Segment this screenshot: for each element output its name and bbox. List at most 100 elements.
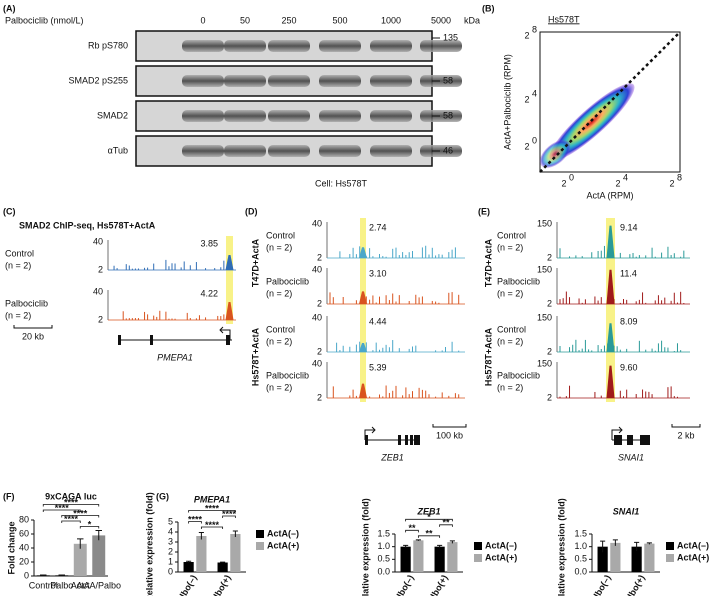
panel-label: (D): [245, 206, 258, 216]
significance-label: ****: [205, 503, 220, 513]
y-tick-label: 0.5: [377, 554, 390, 564]
y-tick-label: 0.5: [574, 554, 587, 564]
significance-label: *: [88, 519, 92, 529]
bar: [217, 562, 228, 572]
gene-exon: [226, 335, 230, 345]
significance-label: *: [427, 512, 431, 522]
panel-label: (G): [156, 491, 169, 501]
chart-title: PMEPA1: [194, 494, 230, 504]
scale-label: 2 kb: [677, 430, 694, 440]
highlight-band: [606, 218, 615, 402]
track-n: (n = 2): [497, 288, 523, 298]
bar: [610, 542, 621, 572]
blot-band: [224, 145, 266, 157]
track-name: Palbociclib: [266, 276, 309, 286]
gene-exon: [398, 435, 401, 445]
panel-title: Hs578T: [548, 14, 580, 24]
panel-title: SMAD2 ChIP-seq, Hs578T+ActA: [19, 220, 156, 230]
bar: [434, 546, 445, 572]
significance-bracket: [439, 524, 453, 527]
highlight-band: [226, 236, 233, 324]
track-n: (n = 2): [266, 288, 292, 298]
track-ymax: 40: [93, 286, 103, 296]
highlight-band: [360, 218, 366, 402]
y-axis-label: ActA+Palbociclib (RPM): [502, 54, 512, 150]
error-bar: [612, 539, 618, 546]
tss-arrow: [364, 426, 376, 440]
error-bar: [77, 538, 84, 549]
density-cloud: [539, 140, 571, 168]
track-peak: [359, 343, 367, 352]
track-ymax: 40: [312, 358, 322, 368]
x-tick-label: 2: [615, 178, 620, 188]
y-tick-label: 40: [19, 542, 29, 552]
legend-label: ActA(–): [267, 528, 299, 538]
x-tick-label: Control: [29, 580, 58, 590]
significance-bracket: [42, 509, 81, 512]
track-n: (n = 2): [497, 242, 523, 252]
row-label: Rb pS780: [88, 40, 128, 50]
x-tick-label-exponent: 8: [677, 172, 682, 182]
track-ymin: 2: [547, 346, 552, 356]
track-ymin: 2: [317, 346, 322, 356]
error-bar: [634, 541, 640, 551]
y-tick-label: 60: [19, 528, 29, 538]
blot-band: [370, 145, 412, 157]
group-label: T47D+ActA: [250, 238, 260, 287]
error-bar: [198, 532, 204, 540]
panel-label: (A): [3, 3, 16, 13]
error-bar: [600, 540, 606, 553]
x-axis-label: ActA (RPM): [586, 190, 633, 200]
plot-frame: [539, 31, 681, 173]
x-tick-label: Palbo(+): [206, 573, 233, 596]
track-name: Palbociclib: [497, 370, 540, 380]
significance-label: ****: [188, 514, 203, 524]
track-name: Palbociclib: [497, 276, 540, 286]
significance-bracket: [61, 515, 100, 518]
tss-arrow: [611, 426, 623, 440]
error-bar: [403, 544, 409, 548]
track-peak: [225, 255, 234, 270]
x-tick-label: Palbo(–): [586, 573, 612, 596]
identity-line: [539, 31, 681, 173]
legend-swatch: [256, 542, 264, 550]
x-tick-label-exponent: 0: [569, 172, 574, 182]
x-tick-label: Palbo(+): [620, 573, 647, 596]
significance-bracket: [188, 510, 236, 513]
y-axis-label: Fold change: [6, 521, 16, 574]
y-tick-label: 2: [168, 546, 173, 556]
blot-band: [420, 110, 462, 122]
x-tick-label: ActA: [71, 580, 90, 590]
y-tick-label: 4: [168, 526, 173, 536]
peak-value: 3.85: [200, 238, 218, 248]
track-ymin: 2: [98, 264, 103, 274]
tss-arrow: [219, 326, 231, 340]
significance-label: **: [408, 523, 416, 533]
track-peak: [606, 269, 615, 304]
y-tick-label: 0: [168, 566, 173, 576]
track-n: (n = 2): [266, 336, 292, 346]
kda-label: 46: [443, 145, 453, 155]
blot-band: [420, 40, 462, 52]
y-tick-label: 1.5: [377, 528, 390, 538]
gene-name: SNAI1: [618, 452, 644, 462]
y-tick-label: 2: [524, 141, 529, 151]
dose-label: 5000: [431, 15, 451, 25]
track-name: Control: [266, 230, 295, 240]
track-ymax: 150: [537, 358, 552, 368]
y-tick-label: 80: [19, 514, 29, 524]
panel-label: (C): [3, 206, 16, 216]
blot-band: [370, 75, 412, 87]
track-ymin: 2: [317, 252, 322, 262]
track-peak: [225, 302, 234, 320]
peak-value: 9.14: [620, 222, 638, 232]
dose-label: 50: [240, 15, 250, 25]
dose-label: 250: [281, 15, 296, 25]
chart-title: SNAI1: [613, 506, 640, 516]
track-n: (n = 2): [5, 310, 31, 320]
y-tick-label: 3: [168, 536, 173, 546]
blot-band: [268, 110, 310, 122]
dose-label: 1000: [381, 15, 401, 25]
track-ymin: 2: [317, 392, 322, 402]
